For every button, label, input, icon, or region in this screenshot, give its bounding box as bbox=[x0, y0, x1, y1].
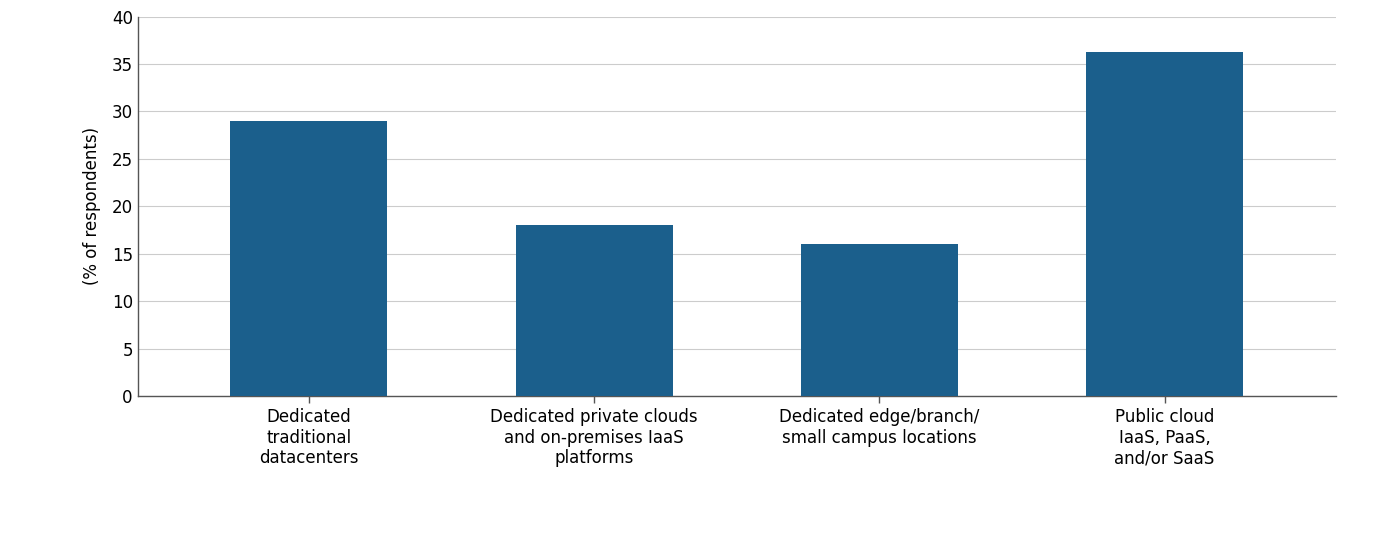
Bar bbox=[230, 121, 387, 396]
Bar bbox=[1086, 52, 1243, 396]
Bar bbox=[801, 244, 958, 396]
Y-axis label: (% of respondents): (% of respondents) bbox=[83, 127, 101, 285]
Bar bbox=[515, 226, 672, 396]
